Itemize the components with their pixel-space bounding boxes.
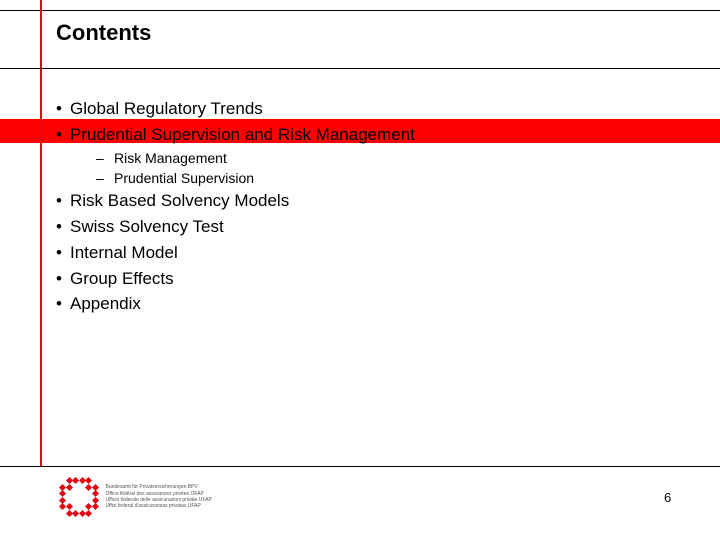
bullet-item: •Appendix [56,291,720,317]
bullet-item: •Internal Model [56,240,720,266]
logo-text-line: Bundesamt für Privatversicherungen BPV [106,484,212,490]
title-area: Contents [56,20,151,46]
left-vertical-rule [40,0,42,466]
bullet-text: Prudential Supervision and Risk Manageme… [70,123,415,147]
bullet-item: •Swiss Solvency Test [56,214,720,240]
sub-bullet-text: Risk Management [114,148,227,168]
sub-bullet-text: Prudential Supervision [114,168,254,188]
bullet-marker: • [56,241,70,265]
bullet-text: Group Effects [70,267,174,291]
bullet-text: Internal Model [70,241,178,265]
contents-list: •Global Regulatory Trends•Prudential Sup… [56,96,720,317]
bullet-item: •Global Regulatory Trends [56,96,720,122]
bullet-marker: • [56,267,70,291]
page-number: 6 [664,490,671,505]
sub-bullet-marker: – [96,148,114,168]
bullet-text: Global Regulatory Trends [70,97,263,121]
logo-mark [60,478,98,516]
bullet-item: •Risk Based Solvency Models [56,188,720,214]
bullet-item: •Prudential Supervision and Risk Managem… [56,122,720,148]
sub-bullet-item: –Prudential Supervision [56,168,720,188]
footer-logo: Bundesamt für Privatversicherungen BPVOf… [60,478,212,516]
footer-rule [0,466,720,467]
bullet-marker: • [56,292,70,316]
top-rule [0,10,720,11]
bullet-marker: • [56,97,70,121]
bullet-text: Risk Based Solvency Models [70,189,289,213]
sub-bullet-item: –Risk Management [56,148,720,168]
bullet-text: Swiss Solvency Test [70,215,224,239]
page-title: Contents [56,20,151,46]
sub-bullet-marker: – [96,168,114,188]
bullet-marker: • [56,215,70,239]
bullet-marker: • [56,189,70,213]
logo-text-line: Uffizi federal d'assicuranzas privatas U… [106,503,212,509]
bullet-text: Appendix [70,292,141,316]
logo-text-line: Office fédéral des assurances privées OF… [106,491,212,497]
logo-text: Bundesamt für Privatversicherungen BPVOf… [106,484,212,509]
bullet-item: •Group Effects [56,266,720,292]
title-underline-rule [0,68,720,69]
bullet-marker: • [56,123,70,147]
